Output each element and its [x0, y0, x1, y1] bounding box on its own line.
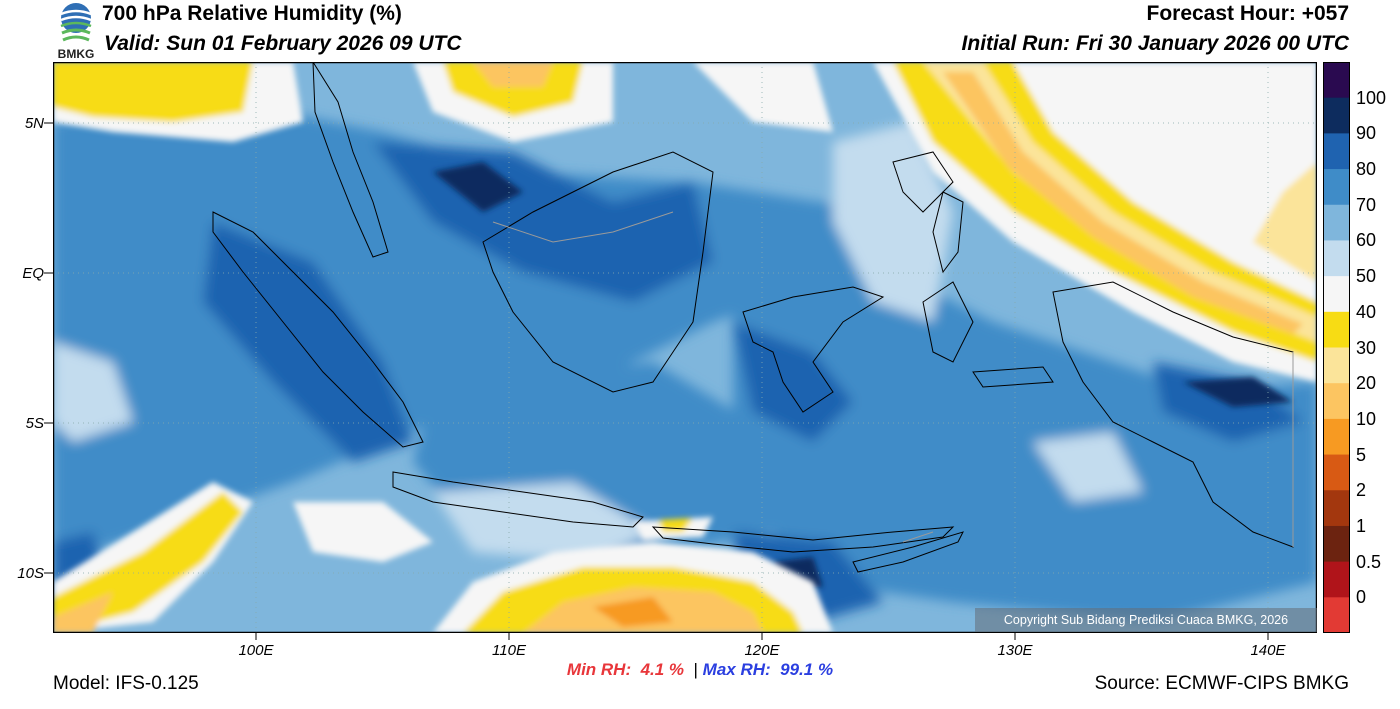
lon-label-100e: 100E [238, 642, 274, 659]
lon-label-130e: 130E [997, 642, 1033, 659]
colorbar-label: 20 [1356, 373, 1377, 394]
borders [492, 211, 1294, 547]
halmahera-coast [932, 191, 964, 274]
nusa-tenggara-coast [651, 526, 955, 553]
model-name: Model: IFS-0.125 [53, 673, 199, 694]
lon-label-110e: 110E [492, 642, 526, 659]
colorbar-label: 100 [1356, 87, 1387, 108]
colorbar-label: 30 [1356, 337, 1377, 358]
stats-separator: | [693, 660, 698, 679]
valid-time: Valid: Sun 01 February 2026 09 UTC [104, 32, 462, 55]
max-rh-label: Max RH: [702, 660, 771, 679]
colorbar-label: 80 [1356, 159, 1377, 180]
colorbar-swatch [1323, 311, 1350, 349]
min-rh-label: Min RH: [566, 660, 632, 679]
lon-label-140e: 140E [1250, 642, 1286, 659]
colorbar-swatch [1323, 561, 1350, 598]
colorbar-swatch [1323, 597, 1350, 633]
colorbar-label: 5 [1356, 444, 1367, 465]
colorbar-label: 10 [1356, 408, 1377, 429]
colorbar-label: 0.5 [1356, 551, 1382, 572]
colorbar-swatch [1323, 454, 1350, 491]
lat-label-eq: EQ [22, 265, 44, 282]
colorbar-label: 40 [1356, 301, 1377, 322]
logo-text: BMKG [58, 47, 95, 60]
colorbar-swatch [1323, 204, 1350, 242]
colorbar-label: 90 [1356, 123, 1377, 144]
sulawesi-coast [742, 286, 885, 413]
mindanao-coast [892, 151, 954, 213]
data-source: Source: ECMWF-CIPS BMKG [1094, 673, 1349, 694]
lat-label-10s: 10S [17, 565, 44, 582]
colorbar-swatch [1323, 97, 1350, 134]
dry-patches-south [53, 482, 833, 633]
timor-coast [852, 531, 964, 573]
java-coast [392, 471, 644, 528]
bmkg-logo: BMKG [58, 3, 95, 60]
colorbar-label: 50 [1356, 266, 1377, 287]
copyright-note: Copyright Sub Bidang Prediksi Cuaca BMKG… [975, 608, 1317, 632]
colorbar-swatch [1323, 490, 1350, 527]
dry-band-northeast [873, 62, 1317, 382]
colorbar-swatch [1323, 169, 1350, 206]
min-max-summary: Min RH: 4.1 % | Max RH: 99.1 % [0, 660, 1400, 680]
forecast-hour: Forecast Hour: +057 [1146, 2, 1350, 25]
colorbar-label: 2 [1356, 480, 1367, 501]
colorbar-swatch [1323, 418, 1350, 456]
colorbar-label: 60 [1356, 230, 1377, 251]
borneo-coast [482, 151, 714, 393]
new-guinea-coast [1052, 281, 1294, 548]
initial-run: Initial Run: Fri 30 January 2026 00 UTC [961, 32, 1349, 55]
lat-label-5s: 5S [25, 415, 44, 432]
grid-lines [53, 62, 1317, 633]
colorbar-frame [1323, 62, 1350, 633]
axis-ticks [44, 122, 1269, 640]
sumatra-coast [212, 211, 424, 448]
seram-coast [972, 366, 1054, 388]
colorbar-swatch [1323, 347, 1350, 384]
colorbar-swatch [1323, 383, 1350, 420]
colorbar-swatch [1323, 240, 1350, 277]
malay-peninsula-coast [312, 62, 389, 258]
colorbar-label: 1 [1356, 515, 1367, 536]
maluku-coast [922, 281, 974, 363]
colorbar-label: 0 [1356, 587, 1367, 608]
colorbar [1323, 62, 1350, 633]
colorbar-swatch [1323, 62, 1350, 99]
lon-label-120e: 120E [744, 642, 780, 659]
coastlines [212, 62, 1294, 573]
humidity-map [53, 62, 1317, 633]
colorbar-label: 70 [1356, 194, 1377, 215]
chart-title: 700 hPa Relative Humidity (%) [102, 2, 402, 25]
min-rh-value: 4.1 % [640, 660, 685, 679]
colorbar-swatch [1323, 276, 1350, 313]
colorbar-swatch [1323, 525, 1350, 563]
dry-patches-north [53, 62, 833, 142]
lat-label-5n: 5N [24, 115, 44, 132]
max-rh-value: 99.1 % [780, 660, 834, 679]
colorbar-swatch [1323, 133, 1350, 170]
